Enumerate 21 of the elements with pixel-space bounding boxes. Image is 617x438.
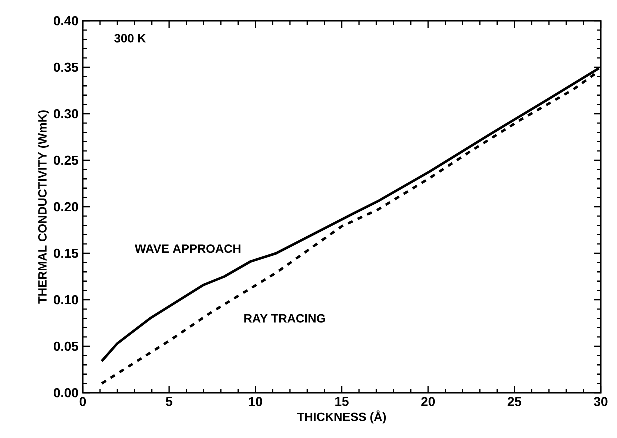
y-tick-label: 0.10	[54, 295, 78, 305]
y-tick-label: 0.40	[54, 16, 78, 26]
y-axis-title: THERMAL CONDUCTIVITY (WmK)	[38, 110, 50, 304]
y-tick-label: 0.35	[54, 62, 78, 72]
x-tick-label: 5	[166, 397, 173, 406]
series-label: RAY TRACING	[244, 314, 326, 323]
x-tick-label: 10	[249, 397, 262, 406]
y-tick-label: 0.00	[54, 388, 78, 398]
y-tick-label: 0.25	[54, 156, 78, 166]
y-tick-label: 0.15	[54, 248, 78, 258]
y-tick-label: 0.30	[54, 109, 78, 119]
x-axis-title: THICKNESS (Å)	[297, 410, 386, 424]
x-tick-label: 25	[508, 397, 522, 406]
x-tick-label: 15	[336, 397, 349, 406]
y-tick-label: 0.20	[54, 202, 78, 212]
x-tick-label: 0	[80, 397, 86, 406]
series-label: WAVE APPROACH	[135, 244, 241, 254]
annotation: 300 K	[114, 34, 146, 43]
x-tick-label: 20	[422, 397, 436, 406]
x-tick-label: 30	[594, 397, 608, 406]
y-tick-label: 0.05	[54, 342, 78, 352]
